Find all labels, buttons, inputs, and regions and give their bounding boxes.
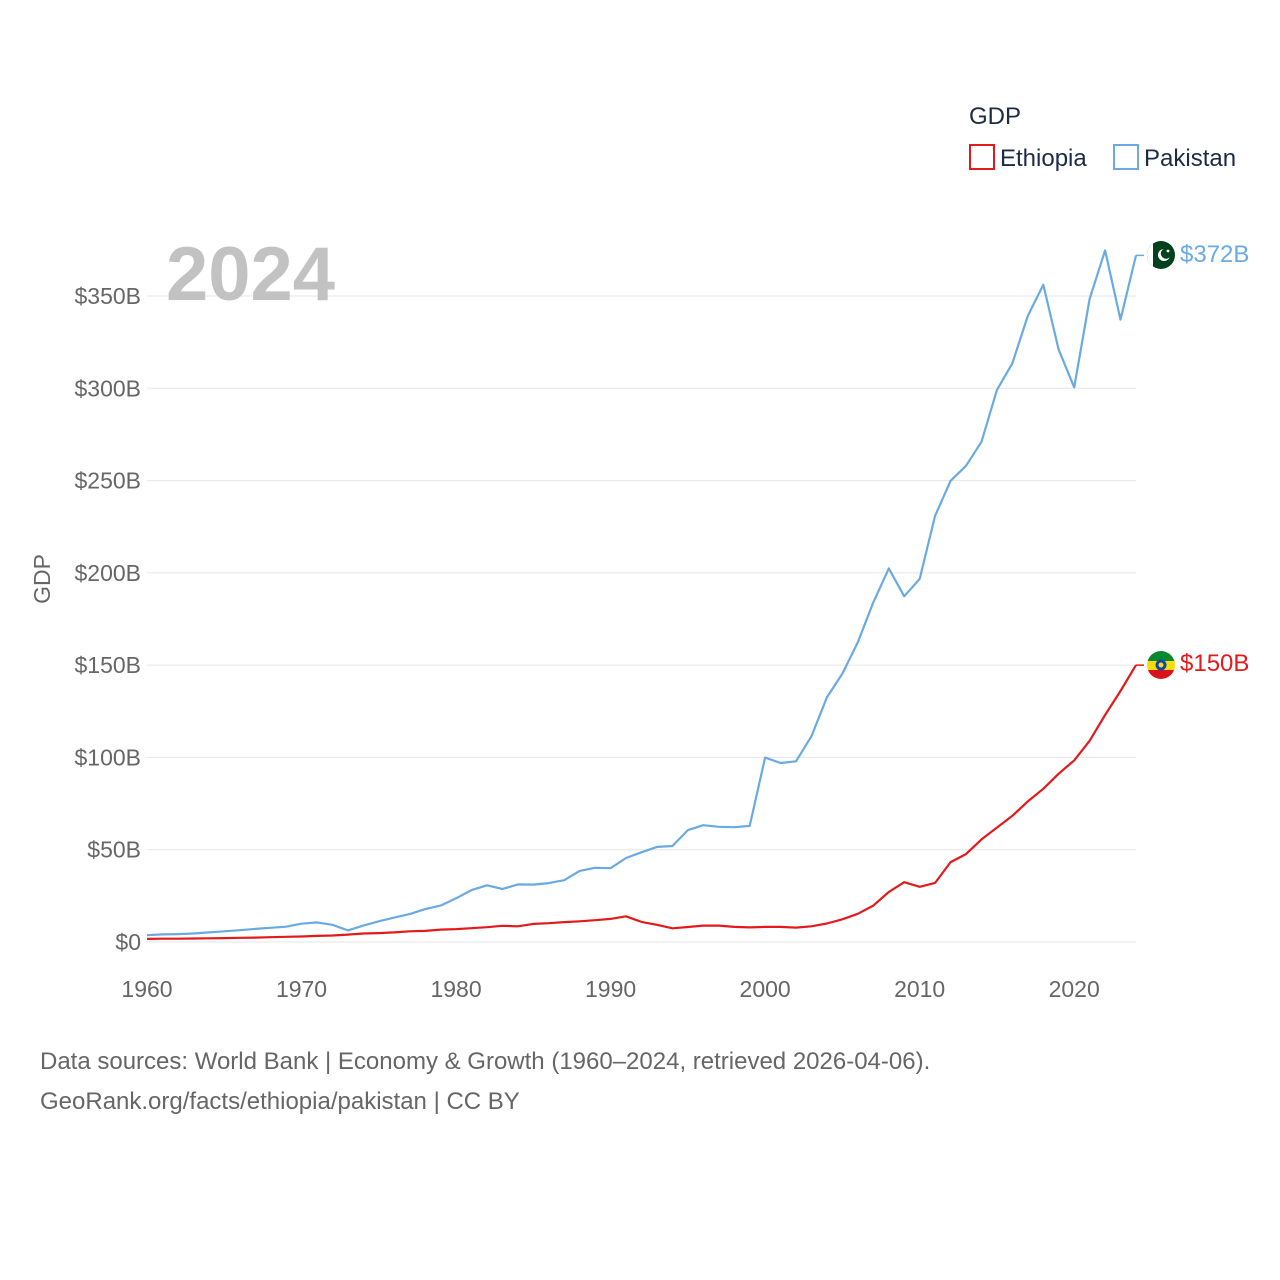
attribution-link[interactable]: GeoRank.org/facts/ethiopia/pakistan | CC… [40, 1088, 520, 1115]
legend-title: GDP [969, 103, 1021, 130]
footer: Data sources: World Bank | Economy & Gro… [40, 1042, 930, 1122]
x-tick-label: 1960 [121, 976, 172, 1002]
x-axis-ticks: 1960 1970 1980 1990 2000 2010 2020 [121, 976, 1099, 1002]
ethiopia-end-label: $150B [1180, 650, 1249, 677]
series-line-ethiopia[interactable] [146, 664, 1137, 940]
x-tick-label: 1990 [585, 976, 636, 1002]
series-layer [146, 249, 1144, 940]
y-axis-ticks: $0 $50B $100B $150B $200B $250B $300B $350B [74, 283, 141, 955]
pakistan-flag-icon [1147, 241, 1175, 269]
series-line-pakistan[interactable] [146, 249, 1138, 937]
legend-label-pakistan[interactable]: Pakistan [1144, 145, 1236, 172]
x-tick-label: 2000 [740, 976, 791, 1002]
ethiopia-flag-icon [1147, 651, 1175, 679]
x-tick-label: 2020 [1049, 976, 1100, 1002]
legend-label-ethiopia[interactable]: Ethiopia [1000, 145, 1087, 172]
x-tick-label: 1970 [276, 976, 327, 1002]
y-tick-label: $200B [74, 560, 141, 586]
x-tick-label: 2010 [894, 976, 945, 1002]
legend: GDP Ethiopia Pakistan [969, 103, 1236, 172]
y-tick-label: $350B [74, 283, 141, 309]
y-tick-label: $250B [74, 468, 141, 494]
y-tick-label: $0 [115, 929, 141, 955]
legend-swatch-ethiopia[interactable] [969, 144, 995, 170]
legend-swatch-pakistan[interactable] [1113, 144, 1139, 170]
y-tick-label: $300B [74, 375, 141, 401]
grid-layer [147, 295, 1136, 943]
y-tick-label: $100B [74, 744, 141, 770]
data-sources-text: Data sources: World Bank | Economy & Gro… [40, 1048, 931, 1075]
x-tick-label: 1980 [430, 976, 481, 1002]
pakistan-end-label: $372B [1180, 241, 1249, 268]
y-tick-label: $150B [74, 652, 141, 678]
y-tick-label: $50B [87, 837, 141, 863]
y-axis-title: GDP [29, 554, 55, 604]
year-watermark: 2024 [166, 232, 335, 317]
